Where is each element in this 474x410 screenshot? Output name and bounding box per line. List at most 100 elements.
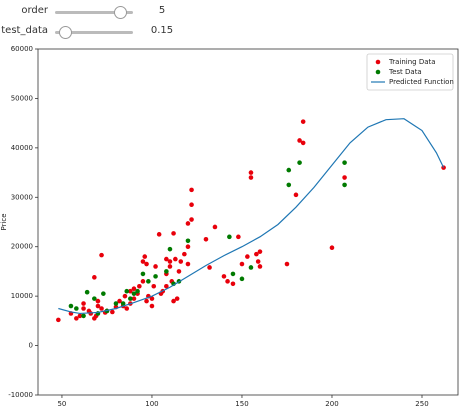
x-tick-label: 200 (325, 400, 338, 408)
point (131, 291, 137, 296)
slider-handle[interactable] (59, 26, 72, 39)
y-tick-label: 0 (29, 342, 33, 350)
legend-swatch (375, 59, 381, 65)
point (131, 286, 137, 292)
point (144, 298, 149, 304)
point (113, 301, 119, 306)
point (167, 264, 173, 269)
y-tick-label: 10000 (11, 292, 33, 300)
point (342, 160, 347, 165)
point (185, 221, 191, 226)
point (128, 296, 133, 301)
point (142, 254, 148, 259)
point (84, 289, 90, 295)
point (124, 288, 130, 294)
point (99, 252, 104, 258)
slider-track[interactable] (55, 11, 133, 14)
x-tick-label: 250 (415, 400, 428, 408)
y-tick-label: 30000 (11, 193, 33, 201)
point (293, 192, 299, 198)
y-tick-label: 50000 (11, 94, 33, 102)
point (236, 234, 241, 240)
point (221, 274, 227, 279)
point (239, 261, 245, 267)
point (185, 238, 191, 244)
point (286, 182, 292, 188)
point (245, 254, 250, 259)
point (257, 249, 263, 254)
point (171, 298, 176, 304)
slider-track[interactable] (55, 31, 133, 34)
y-tick-label: -10000 (8, 391, 33, 399)
point (441, 165, 446, 170)
point (167, 259, 173, 264)
point (227, 234, 232, 240)
point (225, 279, 230, 284)
point (164, 256, 169, 262)
point (212, 224, 218, 230)
point (171, 231, 176, 236)
point (342, 182, 347, 188)
point (182, 251, 187, 257)
point (230, 271, 236, 277)
point (149, 303, 155, 309)
point (329, 245, 335, 251)
point (255, 259, 261, 264)
point (81, 306, 86, 311)
point (300, 119, 306, 124)
point (173, 256, 178, 262)
point (140, 279, 146, 284)
point (248, 265, 254, 270)
prediction-line (58, 118, 445, 315)
point (284, 261, 290, 267)
point (74, 316, 79, 321)
point (164, 283, 169, 289)
slider-handle[interactable] (114, 6, 127, 19)
point (149, 296, 155, 301)
point (230, 281, 236, 287)
point (92, 275, 97, 280)
point (286, 167, 292, 173)
point (248, 170, 254, 175)
point (120, 301, 126, 306)
point (110, 309, 115, 315)
point (95, 303, 101, 309)
point (124, 306, 130, 311)
point (248, 175, 254, 180)
x-tick-label: 100 (145, 400, 158, 408)
y-tick-label: 60000 (11, 45, 33, 53)
x-tick-label: 150 (235, 400, 248, 408)
y-tick-label: 20000 (11, 243, 33, 251)
point (140, 259, 146, 264)
legend-box (366, 53, 454, 91)
point (92, 296, 97, 301)
point (81, 301, 86, 306)
point (146, 279, 151, 284)
point (178, 259, 184, 264)
point (189, 187, 194, 193)
point (203, 237, 209, 242)
point (117, 298, 122, 304)
point (144, 261, 149, 267)
point (239, 276, 245, 282)
plot-frame (37, 48, 459, 396)
point (95, 298, 101, 304)
x-tick-label: 50 (57, 400, 66, 408)
point (342, 175, 347, 180)
point (189, 202, 194, 207)
legend-label: Training Data (388, 58, 436, 66)
point (185, 261, 191, 267)
point (167, 246, 173, 252)
point (137, 283, 142, 289)
point (153, 274, 158, 279)
point (189, 217, 194, 222)
point (254, 251, 259, 257)
legend-label: Predicted Function (389, 78, 454, 86)
point (153, 264, 158, 269)
point (257, 264, 263, 269)
point (77, 313, 83, 319)
point (140, 271, 146, 277)
point (176, 269, 182, 274)
